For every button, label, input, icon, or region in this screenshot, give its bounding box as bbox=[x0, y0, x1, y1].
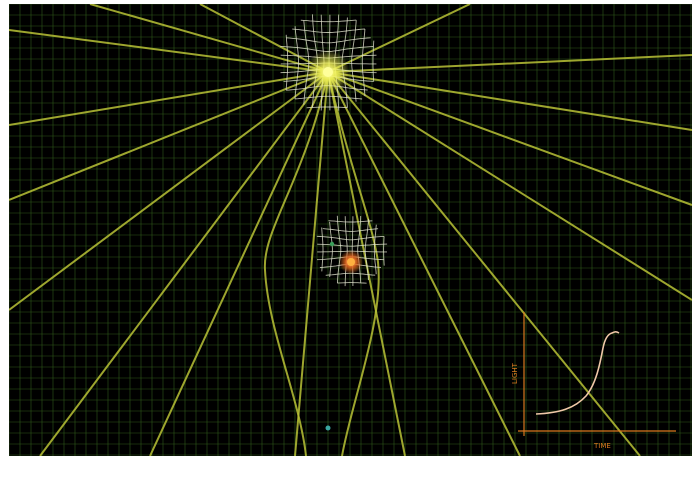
light-ray bbox=[294, 71, 329, 456]
warp-line bbox=[364, 218, 369, 281]
light-curve bbox=[535, 331, 620, 415]
warp-line bbox=[373, 224, 377, 275]
light-ray bbox=[327, 71, 692, 301]
warp-line bbox=[321, 227, 324, 272]
light-ray bbox=[89, 4, 329, 73]
warp-line bbox=[337, 282, 367, 284]
warp-line bbox=[336, 215, 342, 284]
light-ray bbox=[199, 4, 329, 73]
probe-dot bbox=[325, 425, 331, 431]
light-ray bbox=[39, 71, 329, 456]
warp-line bbox=[383, 236, 385, 266]
light-ray bbox=[9, 29, 329, 73]
inset-y-label: LIGHT bbox=[511, 362, 519, 384]
light-ray bbox=[149, 71, 329, 456]
warp-line bbox=[361, 28, 366, 97]
warp-line bbox=[328, 220, 373, 223]
warp-line bbox=[322, 228, 379, 232]
light-curve-inset: LIGHT TIME bbox=[511, 312, 676, 450]
star bbox=[323, 67, 333, 77]
warp-line bbox=[306, 106, 348, 109]
warp-line bbox=[292, 28, 365, 33]
light-ray bbox=[9, 71, 329, 311]
light-ray bbox=[9, 71, 329, 201]
warp-line bbox=[294, 26, 299, 99]
warp-line bbox=[285, 34, 289, 91]
warp-line bbox=[294, 95, 363, 100]
light-ray bbox=[327, 71, 692, 206]
inset-x-label: TIME bbox=[593, 442, 611, 450]
warp-line bbox=[300, 19, 357, 23]
warp-line bbox=[286, 37, 371, 44]
moon bbox=[329, 241, 335, 247]
light-ray bbox=[327, 71, 521, 456]
light-ray bbox=[327, 54, 692, 73]
warp-line bbox=[329, 221, 333, 278]
bent-light-ray bbox=[263, 71, 329, 456]
bent-light-ray bbox=[327, 71, 380, 456]
planet bbox=[347, 258, 355, 266]
light-ray bbox=[9, 71, 329, 126]
warp-line bbox=[372, 40, 375, 82]
warp-line bbox=[351, 20, 357, 102]
warp-line bbox=[316, 235, 385, 241]
light-ray bbox=[327, 71, 692, 131]
